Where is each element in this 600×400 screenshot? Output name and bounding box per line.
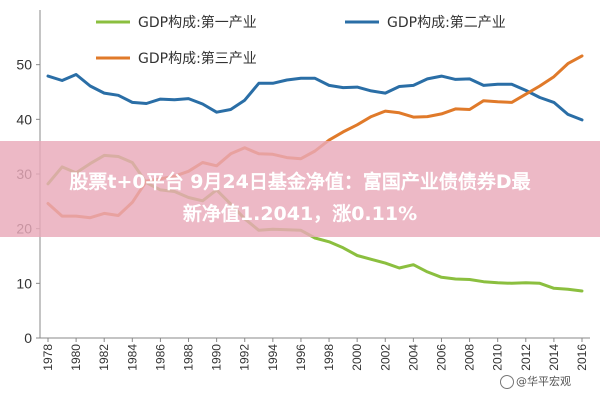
x-tick-label: 2004	[406, 344, 420, 371]
x-axis-ticks: 1978 1980 1982 1984 1986 1988 1990 1992 1994 1996…	[41, 338, 589, 371]
legend: GDP构成:第一产业 GDP构成:第二产业 GDP构成:第三产业	[96, 14, 506, 67]
series-line-2	[46, 73, 584, 122]
x-tick-label: 1984	[125, 344, 139, 371]
x-tick-label: 2014	[547, 344, 561, 371]
x-tick-label: 2002	[378, 344, 392, 371]
x-tick-label: 1990	[210, 344, 224, 371]
wechat-logo-icon	[500, 375, 514, 389]
y-tick-label: 0	[24, 330, 32, 346]
x-tick-label: 1992	[238, 344, 252, 371]
watermark: @华平宏观	[500, 373, 571, 389]
x-tick-label: 1980	[69, 344, 83, 371]
x-tick-label: 1978	[41, 344, 55, 371]
x-tick-label: 1986	[153, 344, 167, 371]
x-tick-label: 2000	[350, 344, 364, 371]
y-tick-label: 50	[16, 57, 32, 73]
legend-label-3: GDP构成:第三产业	[138, 50, 257, 67]
watermark-text: @华平宏观	[516, 375, 571, 388]
x-tick-label: 2006	[434, 344, 448, 371]
y-tick-label: 10	[16, 275, 32, 291]
x-tick-label: 1998	[322, 344, 336, 371]
x-tick-label: 2008	[463, 344, 477, 371]
x-tick-label: 2016	[575, 344, 589, 371]
y-tick-label: 40	[16, 111, 32, 127]
x-tick-label: 1988	[182, 344, 196, 371]
x-tick-label: 2012	[519, 344, 533, 371]
x-tick-label: 1982	[97, 344, 111, 371]
x-tick-label: 1996	[294, 344, 308, 371]
legend-label-1: GDP构成:第一产业	[138, 14, 257, 31]
banner-title-line-2: 新净值1.2041，涨0.11%	[182, 203, 418, 225]
banner-title-line-1: 股票t+0平台 9月24日基金净值：富国产业债债券D最	[69, 171, 531, 193]
x-tick-label: 1994	[266, 344, 280, 371]
x-tick-label: 2010	[491, 344, 505, 371]
news-title-banner: 股票t+0平台 9月24日基金净值：富国产业债债券D最 新净值1.2041，涨0…	[0, 141, 600, 237]
legend-label-2: GDP构成:第二产业	[387, 14, 506, 31]
